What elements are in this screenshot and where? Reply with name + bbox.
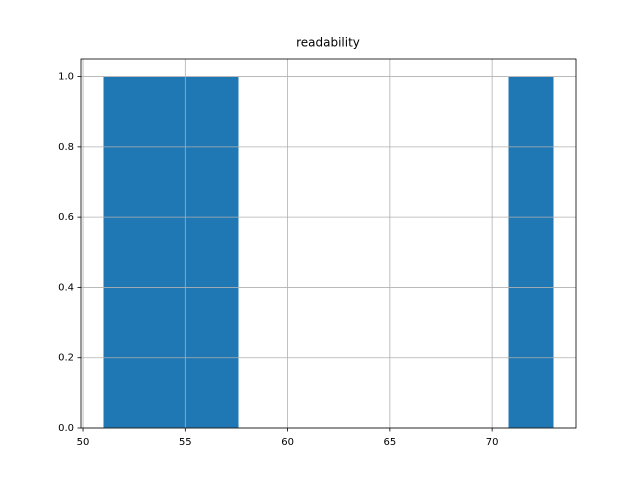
- chart-title: readability: [296, 36, 360, 50]
- x-tick-label: 50: [77, 437, 90, 448]
- bar: [148, 76, 194, 429]
- x-tick-label: 65: [383, 437, 396, 448]
- y-tick-label: 0.4: [58, 282, 74, 293]
- x-tick-label: 70: [486, 437, 499, 448]
- y-tick-label: 0.8: [58, 142, 74, 153]
- axes-frame: [80, 58, 577, 429]
- bar: [508, 76, 554, 429]
- y-tick-label: 0.6: [58, 212, 74, 223]
- x-tick-label: 55: [179, 437, 192, 448]
- bar: [103, 76, 149, 429]
- y-tick-label: 0.2: [58, 353, 74, 364]
- y-tick-label: 1.0: [58, 72, 74, 83]
- bar: [193, 76, 239, 429]
- x-tick-label: 60: [281, 437, 294, 448]
- y-tick-label: 0.0: [58, 423, 74, 434]
